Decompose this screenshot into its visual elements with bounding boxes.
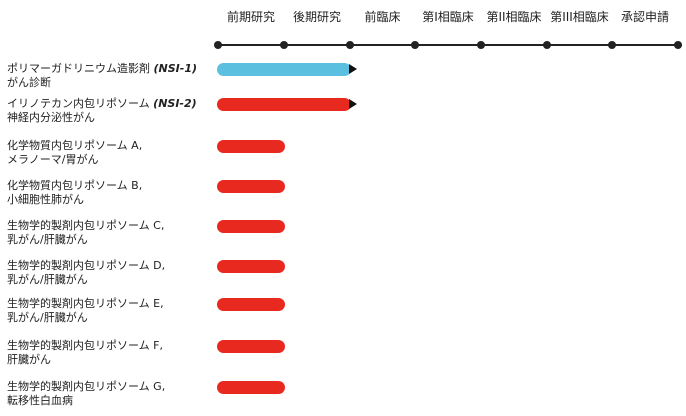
progress-bar xyxy=(217,298,285,311)
program-name-text: 生物学的製剤内包リポソーム E, xyxy=(7,297,164,310)
program-indication: 神経内分泌性がん xyxy=(7,111,95,124)
stage-boundary-dot xyxy=(214,41,222,49)
progress-bar xyxy=(217,63,351,76)
program-name: ポリマーガドリニウム造影剤 (NSI-1) xyxy=(7,62,212,76)
program-label: 化学物質内包リポソーム B, 小細胞性肺がん xyxy=(7,179,212,207)
program-label: 生物学的製剤内包リポソーム C, 乳がん/肝臓がん xyxy=(7,219,212,247)
stage-header: 承認申請 xyxy=(620,10,669,24)
progress-bar xyxy=(217,340,285,353)
program-name-text: 生物学的製剤内包リポソーム F, xyxy=(7,339,163,352)
program-code: (NSI-1) xyxy=(153,62,198,75)
stage-boundary-dot xyxy=(543,41,551,49)
program-indication: メラノーマ/胃がん xyxy=(7,153,99,166)
stage-boundary-dot xyxy=(674,41,682,49)
progress-bar xyxy=(217,381,285,394)
program-indication: 転移性白血病 xyxy=(7,394,73,407)
program-name: 生物学的製剤内包リポソーム E, xyxy=(7,297,212,311)
program-name: 生物学的製剤内包リポソーム C, xyxy=(7,219,212,233)
stage-boundary-dot xyxy=(477,41,485,49)
program-name-text: ポリマーガドリニウム造影剤 xyxy=(7,62,150,75)
program-label: ポリマーガドリニウム造影剤 (NSI-1) がん診断 xyxy=(7,62,212,90)
program-indication: 乳がん/肝臓がん xyxy=(7,233,88,246)
program-name: 生物学的製剤内包リポソーム D, xyxy=(7,259,212,273)
stage-header: 前臨床 xyxy=(364,10,401,24)
program-name: 生物学的製剤内包リポソーム G, xyxy=(7,380,212,394)
program-label: 生物学的製剤内包リポソーム D, 乳がん/肝臓がん xyxy=(7,259,212,287)
program-label: 生物学的製剤内包リポソーム E, 乳がん/肝臓がん xyxy=(7,297,212,325)
program-label: 化学物質内包リポソーム A, メラノーマ/胃がん xyxy=(7,139,212,167)
program-name-text: 化学物質内包リポソーム A, xyxy=(7,139,143,152)
arrow-icon xyxy=(349,64,357,74)
stage-header: 第II相臨床 xyxy=(486,10,542,24)
program-code: (NSI-2) xyxy=(153,97,197,110)
program-name: イリノテカン内包リポソーム (NSI-2) xyxy=(7,97,212,111)
program-label: 生物学的製剤内包リポソーム G, 転移性白血病 xyxy=(7,380,212,408)
program-indication: がん診断 xyxy=(7,76,51,89)
program-name-text: 生物学的製剤内包リポソーム G, xyxy=(7,380,166,393)
stage-boundary-dot xyxy=(608,41,616,49)
program-name: 化学物質内包リポソーム A, xyxy=(7,139,212,153)
stage-header: 後期研究 xyxy=(292,10,341,24)
arrow-icon xyxy=(349,99,357,109)
program-name-text: イリノテカン内包リポソーム xyxy=(7,97,150,110)
program-name-text: 生物学的製剤内包リポソーム D, xyxy=(7,259,166,272)
program-indication: 肝臓がん xyxy=(7,353,51,366)
stage-boundary-dot xyxy=(280,41,288,49)
program-label: 生物学的製剤内包リポソーム F, 肝臓がん xyxy=(7,339,212,367)
stage-header: 前期研究 xyxy=(226,10,275,24)
progress-bar xyxy=(217,98,351,111)
progress-bar xyxy=(217,180,285,193)
program-label: イリノテカン内包リポソーム (NSI-2) 神経内分泌性がん xyxy=(7,97,212,125)
stage-boundary-dot xyxy=(346,41,354,49)
timeline-axis xyxy=(217,44,682,46)
stage-boundary-dot xyxy=(411,41,419,49)
program-name-text: 生物学的製剤内包リポソーム C, xyxy=(7,219,165,232)
progress-bar xyxy=(217,140,285,153)
progress-bar xyxy=(217,220,285,233)
program-indication: 乳がん/肝臓がん xyxy=(7,273,88,286)
program-indication: 乳がん/肝臓がん xyxy=(7,311,88,324)
program-name: 化学物質内包リポソーム B, xyxy=(7,179,212,193)
program-name-text: 化学物質内包リポソーム B, xyxy=(7,179,143,192)
program-name: 生物学的製剤内包リポソーム F, xyxy=(7,339,212,353)
stage-header: 第III相臨床 xyxy=(550,10,609,24)
progress-bar xyxy=(217,260,285,273)
program-indication: 小細胞性肺がん xyxy=(7,193,84,206)
stage-header: 第I相臨床 xyxy=(422,10,474,24)
